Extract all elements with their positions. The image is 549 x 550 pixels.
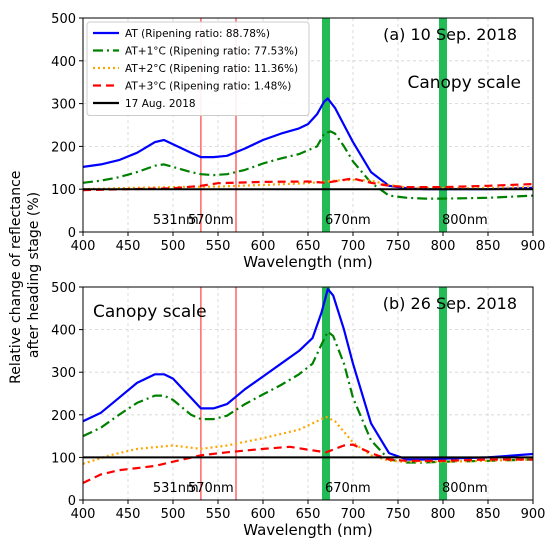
- series-line-ATplus1: [83, 130, 533, 200]
- wavelength-label-531: 531nm: [153, 481, 199, 496]
- series-group: [83, 288, 533, 484]
- legend-entry: 17 Aug. 2018: [125, 98, 196, 110]
- y-tick-label: 100: [51, 451, 76, 466]
- series-line-ATplus1: [83, 330, 533, 464]
- wavelength-label-800: 800nm: [442, 213, 488, 228]
- y-tick-label: 400: [51, 55, 76, 70]
- panel-title: (b) 26 Sep. 2018: [383, 294, 517, 313]
- wavelength-label-570: 570nm: [188, 213, 234, 228]
- y-tick-label: 400: [51, 324, 76, 339]
- x-tick-label: 650: [296, 239, 321, 254]
- x-tick-label: 400: [71, 239, 96, 254]
- canopy-scale-annotation: Canopy scale: [407, 73, 521, 93]
- y-tick-label: 500: [51, 281, 76, 296]
- x-axis-label: Wavelength (nm): [243, 253, 373, 271]
- shared-y-axis-label: Relative change of reflectance after hea…: [8, 166, 42, 384]
- panel-title: (a) 10 Sep. 2018: [383, 25, 517, 44]
- y-tick-label: 300: [51, 98, 76, 113]
- legend: AT (Ripening ratio: 88.78%) AT+1°C (Ripen…: [86, 21, 310, 116]
- series-line-ATplus3: [83, 177, 533, 192]
- x-tick-label: 450: [116, 507, 141, 522]
- x-tick-label: 900: [521, 507, 546, 522]
- x-tick-label: 800: [431, 239, 456, 254]
- wavelength-label-670: 670nm: [325, 481, 371, 496]
- x-tick-label: 550: [206, 239, 231, 254]
- x-tick-label: 700: [341, 507, 366, 522]
- wavelength-band-800: [439, 18, 447, 232]
- y-tick-label: 500: [51, 12, 76, 27]
- wavelength-label-670: 670nm: [325, 213, 371, 228]
- x-tick-label: 750: [386, 507, 411, 522]
- series-group: [83, 97, 533, 200]
- wavelength-label-570: 570nm: [188, 481, 234, 496]
- x-tick-label: 850: [476, 507, 501, 522]
- x-tick-label: 700: [341, 239, 366, 254]
- x-tick-label: 800: [431, 507, 456, 522]
- y-axis-label-line1: Relative change of reflectance: [8, 171, 24, 384]
- wavelength-band-670: [322, 18, 330, 232]
- x-tick-label: 850: [476, 239, 501, 254]
- legend-entry: AT+2°C (Ripening ratio: 11.36%): [125, 63, 298, 75]
- x-tick-label: 900: [521, 239, 546, 254]
- canopy-scale-annotation: Canopy scale: [93, 302, 207, 322]
- wavelength-band-670: [322, 287, 330, 500]
- wavelength-label-800: 800nm: [442, 481, 488, 496]
- series-line-AT: [83, 288, 533, 461]
- x-axis-label: Wavelength (nm): [243, 521, 373, 539]
- y-tick-label: 200: [51, 409, 76, 424]
- x-tick-label: 450: [116, 239, 141, 254]
- y-axis-label-line2: after heading stage (%): [26, 192, 42, 358]
- series-line-ATplus3: [83, 443, 533, 484]
- x-tick-label: 600: [251, 507, 276, 522]
- legend-box: [86, 21, 310, 116]
- legend-entry: AT+1°C (Ripening ratio: 77.53%): [125, 46, 298, 58]
- wavelength-label-531: 531nm: [153, 213, 199, 228]
- x-tick-label: 400: [71, 507, 96, 522]
- y-tick-label: 200: [51, 140, 76, 155]
- y-tick-label: 0: [68, 226, 76, 241]
- y-tick-label: 0: [68, 494, 76, 509]
- x-tick-label: 650: [296, 507, 321, 522]
- series-line-ATplus2: [83, 415, 533, 465]
- x-tick-label: 750: [386, 239, 411, 254]
- legend-entry: AT (Ripening ratio: 88.78%): [125, 28, 270, 40]
- y-tick-label: 300: [51, 366, 76, 381]
- x-tick-label: 600: [251, 239, 276, 254]
- y-tick-label: 100: [51, 183, 76, 198]
- legend-entry: AT+3°C (Ripening ratio: 1.48%): [125, 81, 291, 93]
- x-tick-label: 550: [206, 507, 231, 522]
- wavelength-band-800: [439, 287, 447, 500]
- x-tick-label: 500: [161, 239, 186, 254]
- x-tick-label: 500: [161, 507, 186, 522]
